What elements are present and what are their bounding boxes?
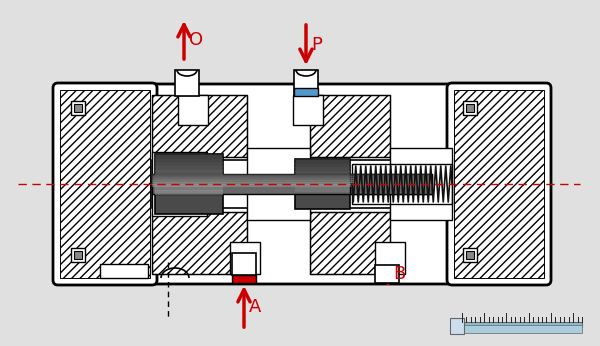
Bar [155, 190, 223, 195]
Bar [74, 251, 82, 259]
Bar [295, 159, 350, 209]
FancyBboxPatch shape [447, 83, 551, 285]
Bar [152, 174, 432, 194]
Bar [295, 179, 350, 184]
Bar [155, 154, 223, 159]
Bar [310, 95, 390, 157]
Bar [232, 253, 256, 275]
Bar [232, 275, 256, 283]
Bar [247, 157, 310, 212]
Bar [71, 248, 85, 262]
Bar [462, 322, 582, 327]
Bar [463, 101, 477, 115]
Bar [152, 174, 432, 177]
Bar [152, 184, 432, 187]
Bar [310, 212, 390, 274]
Bar [310, 212, 390, 274]
Text: A: A [249, 298, 262, 316]
Bar [155, 158, 223, 163]
Bar [390, 157, 452, 212]
Bar [310, 95, 390, 157]
Bar [295, 171, 350, 176]
Bar [71, 101, 85, 115]
Bar [466, 104, 474, 112]
Bar [152, 176, 432, 179]
Bar [295, 183, 350, 188]
Bar [155, 166, 223, 171]
Bar [295, 175, 350, 180]
Bar [295, 159, 350, 164]
Bar [152, 212, 247, 274]
Bar [155, 162, 223, 167]
Text: B: B [393, 265, 405, 283]
Bar [155, 154, 223, 214]
Bar [390, 148, 452, 220]
Bar [352, 164, 452, 204]
Bar [100, 264, 148, 278]
Bar [60, 90, 150, 278]
Bar [295, 187, 350, 192]
Bar [152, 182, 432, 185]
Bar [155, 182, 223, 187]
Bar [152, 157, 207, 212]
Bar [152, 95, 247, 157]
Bar [463, 248, 477, 262]
Bar [152, 180, 432, 183]
FancyBboxPatch shape [53, 83, 157, 285]
Bar [294, 88, 318, 96]
Bar [152, 160, 452, 208]
Text: O: O [189, 31, 203, 49]
Bar [155, 170, 223, 175]
Bar [462, 325, 582, 333]
Bar [155, 186, 223, 191]
Bar [152, 152, 207, 216]
Bar [178, 95, 208, 125]
Bar [152, 95, 247, 157]
Bar [293, 95, 323, 125]
Bar [375, 242, 405, 274]
Bar [247, 148, 310, 220]
Bar [155, 178, 223, 183]
Bar [155, 174, 223, 179]
Bar [295, 167, 350, 172]
Bar [350, 174, 432, 194]
Bar [152, 212, 247, 274]
Bar [74, 104, 82, 112]
Bar [466, 251, 474, 259]
Bar [152, 178, 432, 181]
Bar [294, 70, 318, 96]
FancyBboxPatch shape [54, 84, 550, 284]
Bar [230, 242, 260, 274]
Bar [175, 70, 199, 96]
Bar [295, 163, 350, 168]
Text: P: P [311, 36, 322, 54]
Bar [454, 90, 544, 278]
Bar [450, 318, 464, 334]
Bar [375, 265, 399, 283]
